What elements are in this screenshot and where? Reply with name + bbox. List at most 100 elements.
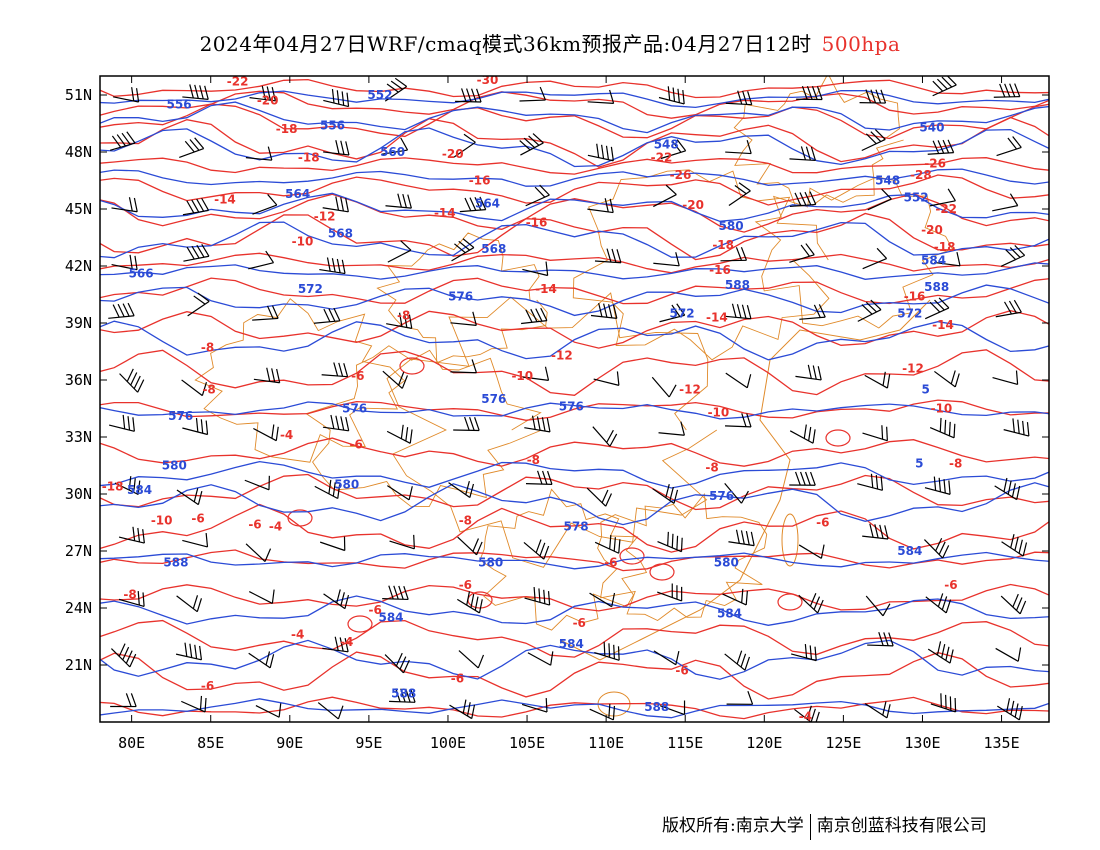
wind-barb-flag <box>803 424 807 439</box>
wind-barb-flag <box>121 132 131 145</box>
lat-tick-label: 36N <box>65 371 92 389</box>
height-contour-line <box>100 595 1049 626</box>
wind-barb-flag <box>201 382 208 396</box>
isotherm-label: -12 <box>314 210 336 224</box>
wind-barb-flag <box>407 194 412 209</box>
wind-barb-flag <box>745 590 748 605</box>
wind-barb-staff <box>179 147 204 159</box>
wind-barb-flag <box>135 88 140 103</box>
wind-barb-staff <box>725 372 748 389</box>
wind-barb-flag <box>118 643 126 657</box>
wind-barb-flag <box>194 84 199 99</box>
wind-barb-flag <box>818 304 826 318</box>
height-contour-label: 576 <box>168 409 193 423</box>
wind-barb-flag <box>884 525 889 540</box>
wind-barb-flag <box>794 192 802 206</box>
wind-barb-flag <box>464 197 472 212</box>
isotherm-label: -6 <box>191 512 204 526</box>
wind-barb-flag <box>271 589 275 604</box>
wind-barb-staff <box>181 379 203 397</box>
wind-barb-flag <box>532 133 544 144</box>
wind-barb-flag <box>550 651 554 666</box>
geopotential-height-contours-layer <box>100 89 1049 719</box>
wind-barb-flag <box>199 695 203 710</box>
wind-barb-flag <box>201 197 210 211</box>
wind-barb-staff <box>857 483 883 491</box>
wind-barb-flag <box>816 86 823 100</box>
wind-barb-staff <box>1003 429 1030 437</box>
height-contour-label: 5 <box>915 457 923 471</box>
wind-barb-flag <box>744 656 751 671</box>
height-contour-label: 548 <box>654 137 679 151</box>
wind-barb-staff <box>993 96 1020 98</box>
wind-barb-flag <box>618 539 621 554</box>
wind-barb-flag <box>806 86 813 100</box>
lon-tick-label: 130E <box>904 734 940 752</box>
wind-barb-staff <box>245 157 272 161</box>
wind-barb-flag <box>398 371 405 386</box>
wind-barb-staff <box>992 205 1018 212</box>
isotherm-label: -20 <box>921 223 943 237</box>
wind-barb-flag <box>125 693 132 707</box>
wind-barb-flag <box>606 429 614 443</box>
wind-barb-flag <box>936 78 948 90</box>
wind-barb-flag <box>130 372 138 386</box>
wind-barb-staff <box>175 653 202 661</box>
wind-barb-flag <box>340 592 345 606</box>
lat-tick-label: 51N <box>65 86 92 104</box>
isotherm-line <box>100 277 1049 305</box>
wind-barb-flag <box>131 87 135 102</box>
wind-barb-flag <box>126 368 134 382</box>
wind-barb-flag <box>535 539 542 553</box>
lat-tick-label: 30N <box>65 485 92 503</box>
isotherm-label: -8 <box>705 460 718 474</box>
province-border <box>386 292 718 568</box>
wind-barb-flag <box>881 188 892 200</box>
wind-barb-flag <box>954 373 960 388</box>
wind-barb-flag <box>112 304 120 318</box>
wind-barb-flag <box>1014 536 1019 551</box>
wind-barb-flag <box>671 140 682 153</box>
wind-barb-flag <box>676 303 686 316</box>
wind-barb-flag <box>276 368 281 383</box>
wind-barb-staff <box>522 268 548 277</box>
wind-barb-flag <box>736 650 743 665</box>
wind-barb-staff <box>317 702 339 720</box>
wind-barb-flag <box>875 89 882 104</box>
isotherm-label: -22 <box>227 75 249 89</box>
wind-barb-flag <box>746 139 752 154</box>
wind-barb-flag <box>402 193 407 208</box>
lon-tick-label: 105E <box>509 734 545 752</box>
wind-barb-flag <box>204 85 209 100</box>
wind-barb-flag <box>339 637 344 652</box>
wind-barb-flag <box>1012 418 1015 433</box>
wind-barb-staff <box>795 375 822 381</box>
wind-barb-flag <box>547 591 551 606</box>
wind-barb-flag <box>469 483 475 498</box>
wind-barb-flag <box>540 307 548 321</box>
wind-barb-flag <box>1018 706 1023 720</box>
province-border <box>597 492 768 622</box>
wind-barb-staff <box>252 317 279 321</box>
wind-barb-staff <box>525 194 550 207</box>
wind-barb-flag <box>800 244 810 257</box>
height-contour-line <box>100 89 1049 109</box>
wind-barb-flag <box>271 87 276 101</box>
wind-barb-flag <box>742 90 748 105</box>
wind-barb-flag <box>186 200 195 214</box>
wind-barb-flag <box>266 86 271 101</box>
wind-barb-flag <box>137 480 141 495</box>
wind-barb-flag <box>667 531 669 546</box>
wind-barb-staff <box>459 209 486 213</box>
wind-barb-staff <box>587 154 614 162</box>
wind-barb-staff <box>930 703 956 713</box>
wind-barb-flag <box>673 489 679 504</box>
wind-barb-flag <box>1019 600 1027 615</box>
lat-tick-label: 39N <box>65 314 92 332</box>
wind-barb-flag <box>122 303 130 317</box>
wind-barb-staff <box>182 539 208 548</box>
wind-barb-staff <box>449 704 473 720</box>
lon-tick-label: 100E <box>430 734 466 752</box>
isotherm-label: -20 <box>442 147 464 161</box>
isotherm-loop <box>287 509 313 527</box>
